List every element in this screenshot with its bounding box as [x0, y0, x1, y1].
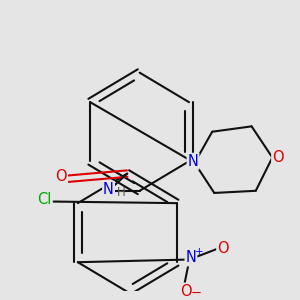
Text: O: O: [180, 284, 191, 298]
Text: O: O: [56, 169, 67, 184]
Text: O: O: [217, 241, 229, 256]
Text: +: +: [195, 248, 204, 257]
Text: N: N: [188, 154, 199, 169]
Text: H: H: [117, 186, 126, 199]
Text: N: N: [103, 182, 114, 197]
Text: Cl: Cl: [38, 192, 52, 207]
Text: −: −: [190, 287, 202, 300]
Text: O: O: [272, 150, 284, 165]
Text: N: N: [185, 250, 197, 266]
